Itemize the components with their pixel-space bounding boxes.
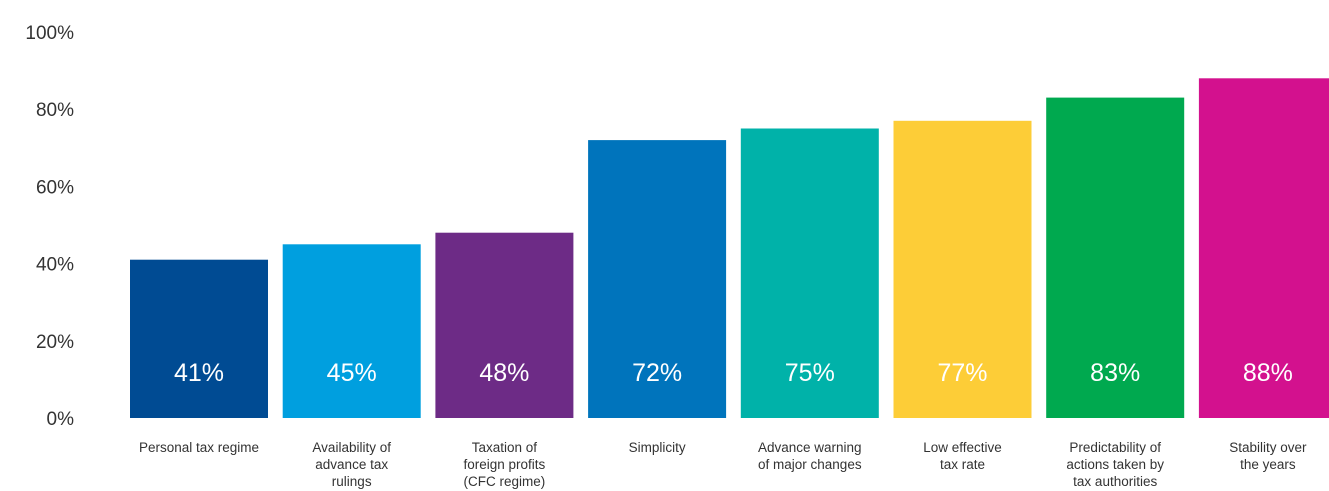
x-tick-label-line: Personal tax regime xyxy=(139,440,259,455)
x-tick-label-line: foreign profits xyxy=(464,457,546,472)
x-tick-label-line: Predictability of xyxy=(1069,440,1161,455)
bar xyxy=(1198,78,1329,419)
x-tick-label-line: actions taken by xyxy=(1066,457,1164,472)
x-tick-label-line: tax authorities xyxy=(1073,474,1157,489)
bar xyxy=(282,244,421,418)
x-tick-label-line: (CFC regime) xyxy=(464,474,546,489)
x-tick-label: Simplicity xyxy=(629,440,686,455)
bar xyxy=(435,232,574,418)
x-tick-label: Taxation of foreign profits (CFC regime) xyxy=(464,440,546,489)
bars-group xyxy=(130,78,1329,419)
y-axis: 0% 20% 40% 60% 80% 100% xyxy=(25,23,74,430)
bar-data-label: 45% xyxy=(327,359,377,387)
x-tick-label-line: of major changes xyxy=(758,457,862,472)
bar-data-label: 72% xyxy=(632,359,682,387)
bar-data-label: 83% xyxy=(1090,359,1140,387)
x-axis: Personal tax regime Availability of advanc… xyxy=(139,440,1307,489)
x-tick-label-line: Availability of xyxy=(312,440,391,455)
x-tick-label-line: Low effective xyxy=(923,440,1002,455)
x-tick-label-line: Taxation of xyxy=(472,440,538,455)
y-tick-label: 100% xyxy=(25,23,74,44)
y-tick-label: 0% xyxy=(47,409,75,430)
x-tick-label-line: Advance warning xyxy=(758,440,862,455)
x-tick-label: Stability over the years xyxy=(1229,440,1307,472)
bar xyxy=(1046,97,1185,418)
x-tick-label: Advance warning of major changes xyxy=(758,440,862,472)
bar xyxy=(893,120,1032,419)
bar-data-label: 88% xyxy=(1243,359,1293,387)
bar xyxy=(740,128,879,418)
x-tick-label-line: the years xyxy=(1240,457,1296,472)
bar xyxy=(588,140,727,418)
y-tick-label: 40% xyxy=(36,255,74,276)
x-tick-label-line: advance tax xyxy=(315,457,388,472)
bar-labels-group: 41% 45% 48% 72% 75% 77% 83% 88% xyxy=(174,359,1293,387)
bar-data-label: 75% xyxy=(785,359,835,387)
x-tick-label-line: rulings xyxy=(332,474,372,489)
x-tick-label-line: Simplicity xyxy=(629,440,686,455)
y-tick-label: 20% xyxy=(36,332,74,353)
bar xyxy=(130,259,268,418)
y-tick-label: 80% xyxy=(36,100,74,121)
x-tick-label: Personal tax regime xyxy=(139,440,259,455)
x-tick-label-line: Stability over xyxy=(1229,440,1307,455)
y-tick-label: 60% xyxy=(36,177,74,198)
x-tick-label-line: tax rate xyxy=(940,457,985,472)
x-tick-label: Availability of advance tax rulings xyxy=(312,440,391,489)
bar-data-label: 41% xyxy=(174,359,224,387)
bar-data-label: 48% xyxy=(479,359,529,387)
x-tick-label: Low effective tax rate xyxy=(923,440,1002,472)
bar-data-label: 77% xyxy=(937,359,987,387)
x-tick-label: Predictability of actions taken by tax aut… xyxy=(1066,440,1164,489)
